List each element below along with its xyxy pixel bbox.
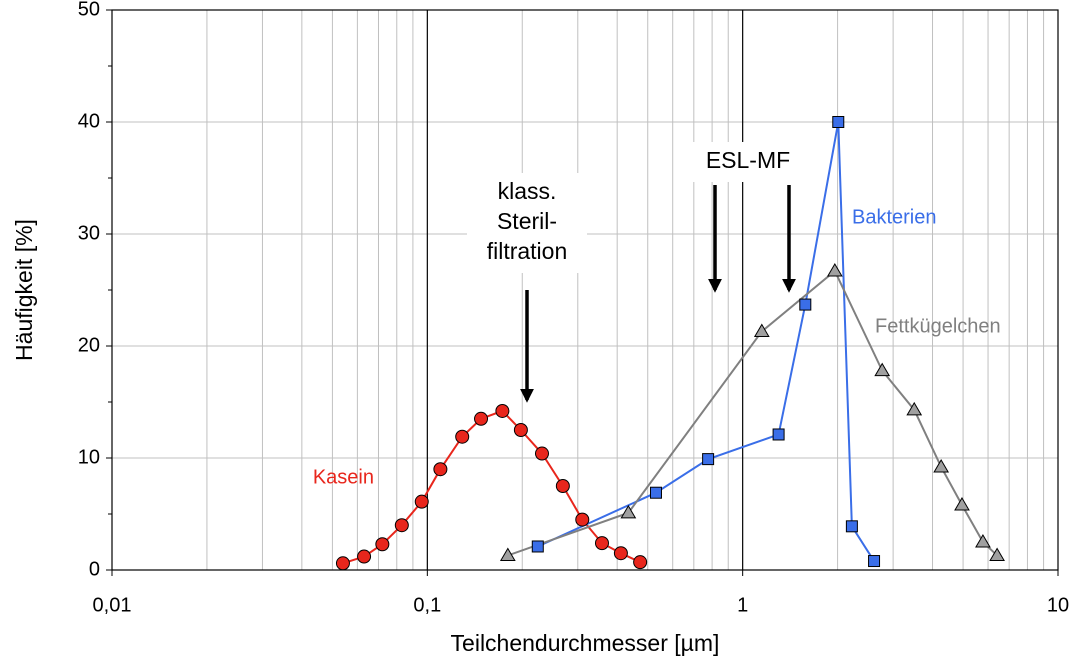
data-point [433,462,448,477]
series-label: Fettkügelchen [875,315,1001,337]
y-axis-label: Häufigkeit [%] [11,219,37,361]
data-point [375,537,390,552]
data-point [513,423,528,437]
x-tick-label: 10 [1047,594,1069,616]
y-tick-label: 30 [78,222,100,244]
y-tick-label: 10 [78,446,100,468]
data-point [845,520,858,533]
y-tick-label: 20 [78,334,100,356]
data-point [826,262,843,277]
x-axis-label: Teilchendurchmesser [µm] [451,630,720,656]
data-point [874,362,891,377]
annotation-text: ESL-MF [706,147,790,173]
data-point [832,116,845,128]
data-point [633,555,648,570]
data-point [613,546,628,561]
annotation-text: filtration [487,238,568,264]
data-point [975,534,991,548]
data-point [702,453,715,466]
plot-frame [111,9,1059,571]
y-tick-label: 50 [78,0,100,20]
data-point [335,556,350,571]
x-tick-label: 0,1 [413,594,441,616]
data-point [906,401,923,416]
data-point [989,547,1005,561]
data-point [933,458,950,473]
series-line [537,121,875,562]
data-point [555,479,570,493]
data-point [534,446,549,461]
data-point [357,549,372,564]
data-point [455,429,470,444]
data-point [620,504,637,519]
data-point [753,323,770,337]
data-point [594,536,609,551]
data-point [414,494,429,509]
series-label: Kasein [313,466,374,488]
data-point [954,497,970,511]
y-tick-label: 40 [78,110,100,132]
data-point [772,428,785,441]
x-tick-label: 0,01 [93,594,132,616]
data-point [495,403,510,418]
x-tick-label: 1 [737,594,748,616]
annotation-box [688,142,808,182]
data-point [868,555,881,568]
series-label: Bakterien [852,206,937,228]
series-line [507,269,998,557]
data-point [649,486,662,499]
data-point [575,512,590,527]
annotation-box [467,173,587,273]
data-point [474,411,489,426]
data-point [394,518,409,533]
annotation-text: klass. [498,178,557,204]
annotation-text: Steril- [497,208,557,234]
series-line [342,409,641,565]
data-point [799,298,812,311]
y-tick-label: 0 [89,558,100,580]
data-point [499,547,516,561]
data-point [531,540,544,553]
